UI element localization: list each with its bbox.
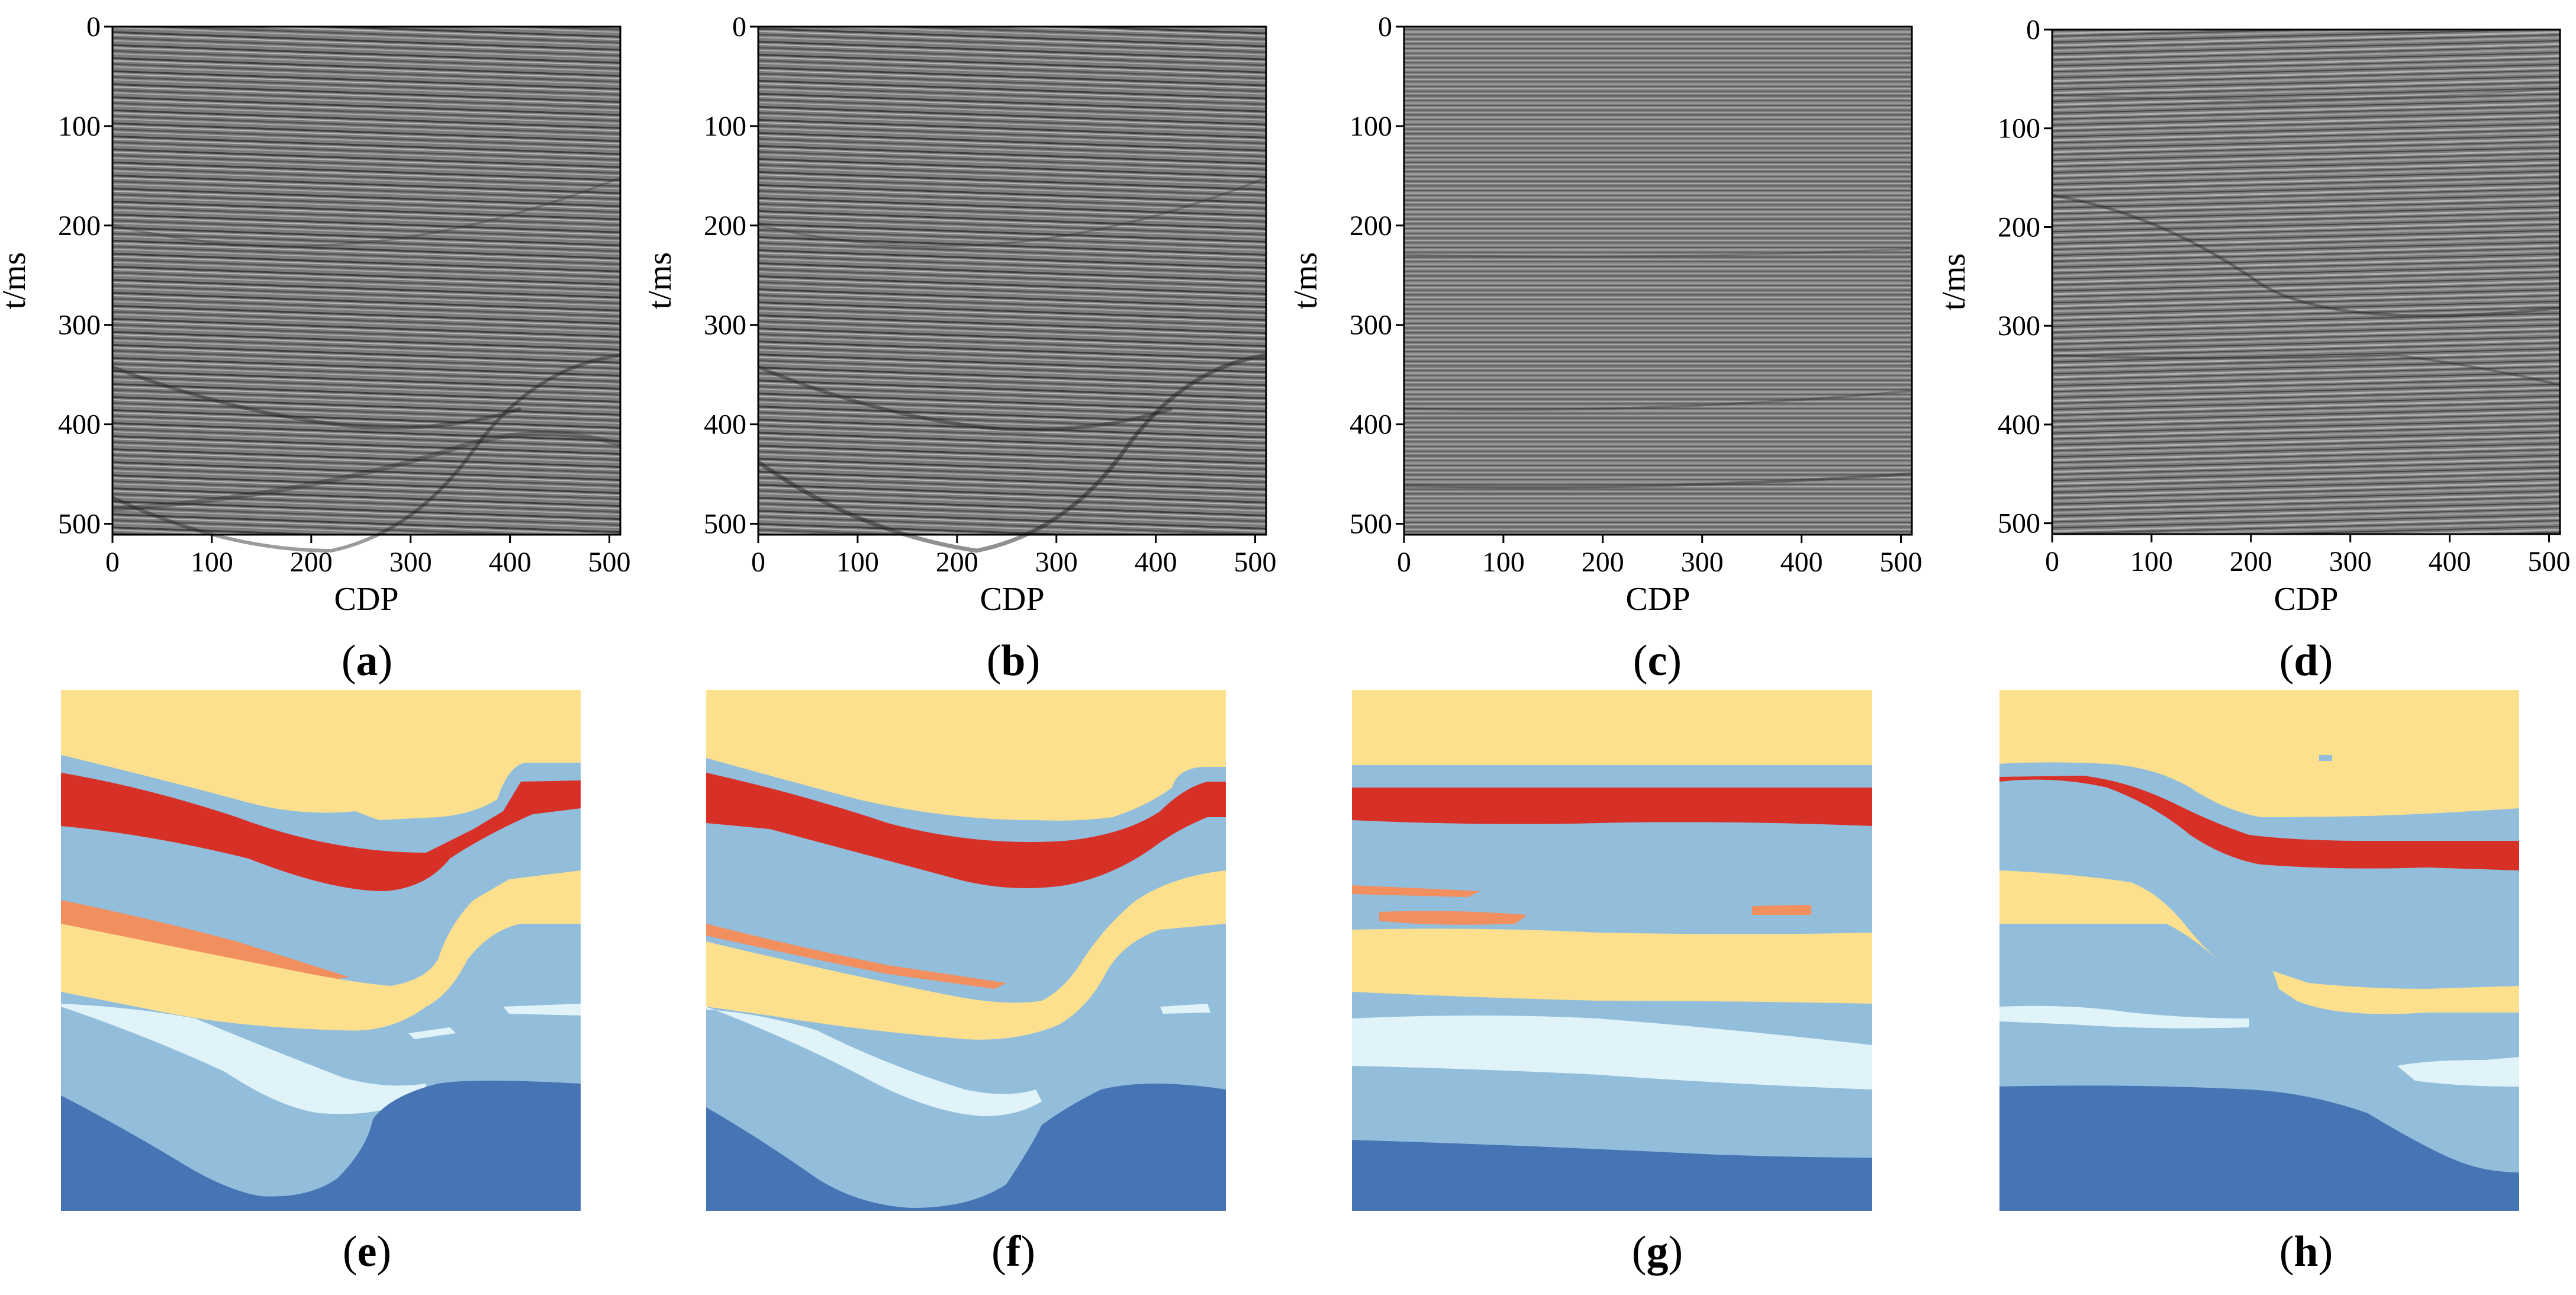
- y-axis-title-a: t/ms: [0, 252, 33, 309]
- y-axis-title-c: t/ms: [1287, 252, 1324, 309]
- y-tick-label-c: 300: [1350, 310, 1392, 341]
- y-axis-title-b: t/ms: [642, 252, 678, 309]
- x-tick-label-d: 100: [2130, 546, 2173, 577]
- caption-d: (d): [2279, 637, 2333, 685]
- y-tick-label-d: 0: [2026, 14, 2040, 46]
- caption-g: (g): [1632, 1227, 1683, 1276]
- x-tick-label-b: 500: [1234, 547, 1277, 578]
- seismic-panel-d: [2051, 28, 2561, 535]
- y-tick-label-a: 300: [58, 310, 101, 341]
- y-tick-label-a: 500: [58, 509, 101, 540]
- x-tick-label-c: 100: [1482, 547, 1525, 578]
- x-tick-label-a: 200: [290, 547, 333, 578]
- axes-layer: 0 100 200 300 400 5000100200300400500CDPt/ms0…: [0, 11, 2571, 618]
- x-tick-label-b: 200: [936, 547, 978, 578]
- y-tick-label-a: 200: [58, 210, 101, 242]
- x-tick-label-a: 300: [389, 547, 432, 578]
- y-tick-label-b: 0: [732, 11, 746, 43]
- caption-a: (a): [342, 637, 392, 685]
- y-tick-label-d: 400: [1998, 409, 2040, 441]
- x-tick-label-d: 400: [2429, 546, 2471, 577]
- y-tick-label-c: 400: [1350, 409, 1392, 441]
- y-axis-title-d: t/ms: [1936, 253, 1972, 310]
- x-axis-title-b: CDP: [980, 581, 1045, 618]
- caption-f: (f): [991, 1227, 1035, 1276]
- x-axis-title-a: CDP: [334, 581, 399, 618]
- y-tick-label-c: 100: [1350, 111, 1392, 142]
- y-tick-label-a: 400: [58, 409, 101, 441]
- x-tick-label-b: 0: [751, 547, 765, 578]
- caption-h: (h): [2279, 1227, 2333, 1276]
- seismic-panel-c: [1403, 25, 1913, 536]
- y-tick-label-b: 300: [704, 310, 746, 341]
- y-tick-label-d: 100: [1998, 113, 2040, 144]
- seismic-panel-a: [111, 25, 622, 553]
- y-tick-label-c: 200: [1350, 210, 1392, 242]
- y-tick-label-a: 0: [86, 11, 101, 43]
- y-tick-label-d: 500: [1998, 508, 2040, 539]
- x-tick-label-b: 400: [1135, 547, 1177, 578]
- x-tick-label-c: 400: [1780, 547, 1823, 578]
- x-tick-label-b: 300: [1035, 547, 1078, 578]
- facies-panel-g: [1352, 690, 1872, 1211]
- y-tick-label-d: 200: [1998, 211, 2040, 243]
- x-tick-label-a: 100: [191, 547, 233, 578]
- x-tick-label-d: 300: [2329, 546, 2372, 577]
- x-tick-label-c: 300: [1681, 547, 1724, 578]
- facies-panel-f: [706, 690, 1226, 1211]
- y-tick-label-d: 300: [1998, 310, 2040, 342]
- captions: (a) (b) (c) (d) (e) (f) (g) (h): [342, 637, 2333, 1276]
- x-tick-label-a: 0: [105, 547, 120, 578]
- x-tick-label-a: 400: [489, 547, 532, 578]
- x-tick-label-c: 500: [1880, 547, 1923, 578]
- seismic-panel-b: [756, 25, 1267, 553]
- x-tick-label-c: 200: [1582, 547, 1624, 578]
- x-tick-label-b: 100: [836, 547, 879, 578]
- caption-b: (b): [987, 637, 1040, 685]
- x-tick-label-d: 0: [2045, 546, 2059, 577]
- x-axis-title-c: CDP: [1626, 581, 1690, 618]
- x-tick-label-c: 0: [1397, 547, 1411, 578]
- x-tick-label-d: 500: [2528, 546, 2571, 577]
- y-tick-label-b: 500: [704, 509, 746, 540]
- y-tick-label-b: 100: [704, 111, 746, 142]
- facies-panel-e: [61, 690, 581, 1211]
- x-tick-label-a: 500: [588, 547, 631, 578]
- y-tick-label-b: 200: [704, 210, 746, 242]
- caption-c: (c): [1633, 637, 1682, 685]
- y-tick-label-c: 0: [1378, 11, 1392, 43]
- x-tick-label-d: 200: [2230, 546, 2272, 577]
- caption-e: (e): [343, 1227, 391, 1276]
- facies-panel-h: [1999, 690, 2519, 1211]
- y-tick-label-c: 500: [1350, 509, 1392, 540]
- y-tick-label-a: 100: [58, 111, 101, 142]
- x-axis-title-d: CDP: [2274, 581, 2339, 618]
- y-tick-label-b: 400: [704, 409, 746, 441]
